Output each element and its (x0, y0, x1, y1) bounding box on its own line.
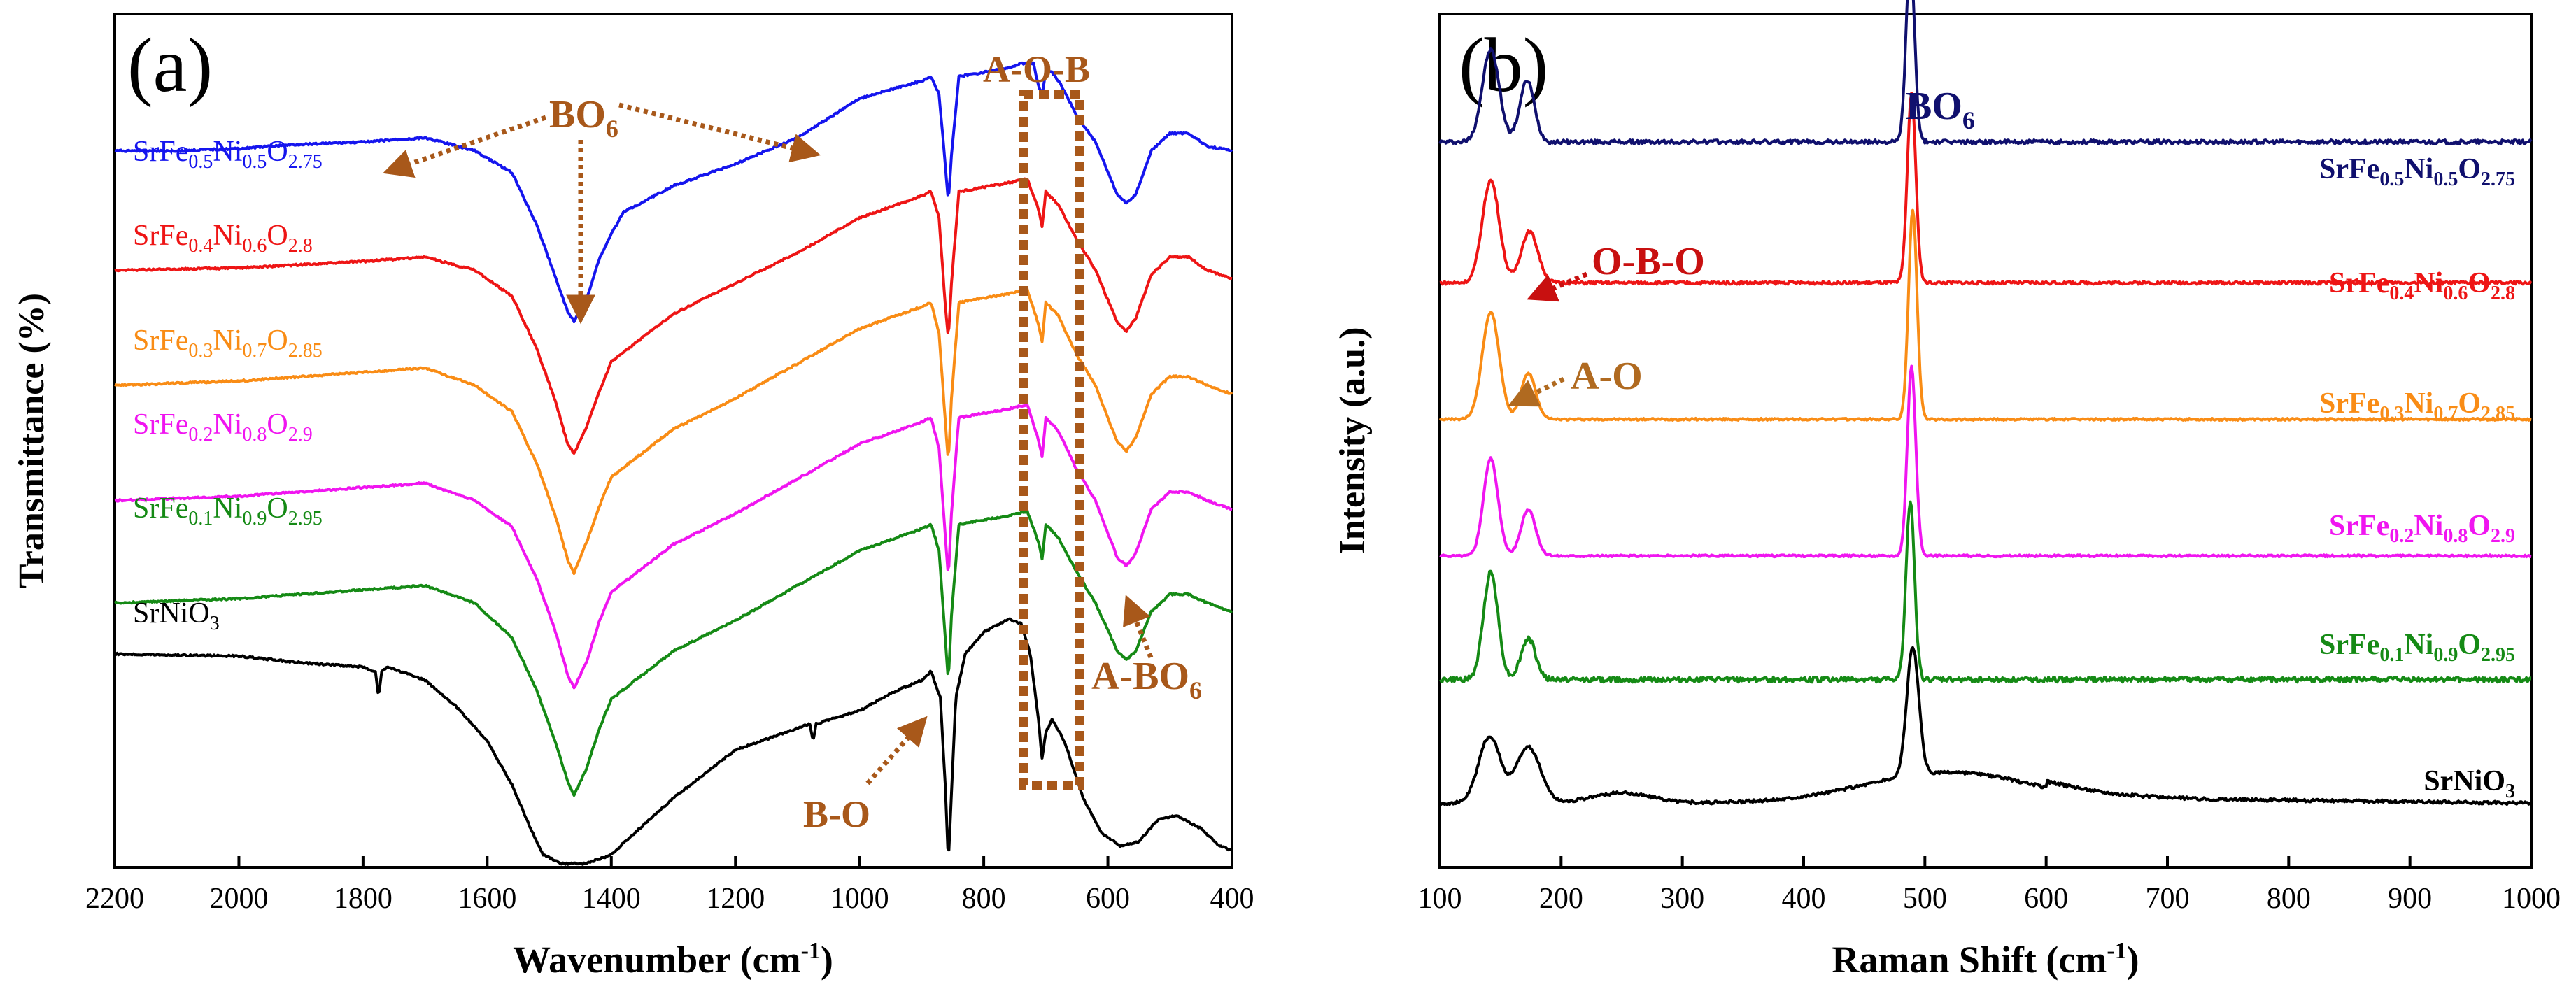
arrow-bo6-left (383, 115, 547, 178)
x-tick-label: 1200 (706, 883, 765, 915)
panel-a-frame (113, 13, 1233, 869)
annotation-bo: B-O (803, 793, 870, 835)
series-label: SrFe0.5Ni0.5O2.75 (2319, 153, 2515, 190)
series-line (1439, 364, 2532, 559)
series-line (114, 287, 1233, 576)
series-label: SrNiO3 (133, 597, 220, 634)
arrow-bo6-right (618, 102, 821, 163)
panel-b-chart: (b) 100 200 300 400 500 600 700 800 900 1000 SrFe… (1333, 0, 2561, 981)
annotation-aob: A-O-B (983, 48, 1090, 90)
series-label: SrFe0.2Ni0.8O2.9 (133, 408, 313, 446)
annotation-ao: A-O (1571, 355, 1643, 398)
panel-a-chart: (a) 2200 2000 1800 1600 1400 1200 1000 800 600 40… (12, 13, 1254, 981)
series-label: SrFe0.1Ni0.9O2.95 (133, 492, 323, 529)
panel-a-label: (a) (127, 22, 213, 108)
series-line (1438, 646, 2532, 806)
x-tick-label: 1000 (2502, 883, 2561, 915)
annotation-bo6-a: BO6 (549, 93, 618, 143)
x-tick-label: 500 (1903, 883, 1947, 915)
panel-b-frame (1438, 13, 2533, 869)
x-tick-label: 1600 (458, 883, 516, 915)
series-label: SrNiO3 (2423, 765, 2515, 802)
x-tick-label: 600 (1086, 883, 1130, 915)
panel-a-x-axis-label: Wavenumber (cm-1) (513, 938, 833, 981)
series-label: SrFe0.3Ni0.7O2.85 (133, 325, 323, 362)
series-line (114, 617, 1233, 866)
annotation-abo6: A-BO6 (1091, 655, 1202, 704)
x-tick-label: 600 (2024, 883, 2068, 915)
series-label: SrFe0.2Ni0.8O2.9 (2329, 510, 2515, 547)
arrow-bo (865, 716, 928, 785)
x-tick-label: 300 (1660, 883, 1704, 915)
panel-b-label: (b) (1459, 22, 1548, 108)
x-tick-label: 200 (1539, 883, 1583, 915)
x-tick-label: 700 (2146, 883, 2190, 915)
arrow-ao (1508, 376, 1565, 407)
series-label: SrFe0.4Ni0.6O2.8 (2329, 267, 2515, 304)
series-line (1438, 208, 2532, 422)
x-tick-label: 800 (2267, 883, 2311, 915)
panel-a-annotations: BO6 A-O-B B-O A-BO6 (383, 48, 1202, 835)
x-tick-label: 1800 (334, 883, 392, 915)
series-line (114, 177, 1233, 455)
panel-a-y-axis-label: Transmittance (%) (12, 293, 52, 588)
arrow-abo6 (1123, 595, 1154, 659)
panel-a-x-axis: 2200 2000 1800 1600 1400 1200 1000 800 600 400 (85, 856, 1254, 915)
series-label: SrFe0.5Ni0.5O2.75 (133, 136, 323, 173)
annotation-bo6-b: BO6 (1906, 85, 1975, 134)
panel-b-x-axis: 100 200 300 400 500 600 700 800 900 1000 (1418, 856, 2561, 915)
panel-b-legend-labels: SrFe0.5Ni0.5O2.75 SrFe0.4Ni0.6O2.8 SrFe0.3… (2319, 153, 2515, 802)
x-tick-label: 400 (1782, 883, 1826, 915)
panel-b-annotations: BO6 O-B-O A-O (1508, 85, 1975, 407)
x-tick-label: 2200 (85, 883, 144, 915)
panel-a-legend-labels: SrFe0.5Ni0.5O2.75 SrFe0.4Ni0.6O2.8 SrFe0.3… (133, 136, 323, 634)
series-line (114, 61, 1233, 324)
series-line (1439, 92, 2533, 286)
aob-highlight-box (1019, 90, 1084, 790)
series-line (1438, 0, 2533, 145)
x-tick-label: 800 (962, 883, 1006, 915)
x-tick-label: 1400 (582, 883, 641, 915)
arrow-obo (1527, 271, 1588, 302)
annotation-obo: O-B-O (1592, 240, 1705, 283)
x-tick-label: 2000 (209, 883, 268, 915)
series-label: SrFe0.1Ni0.9O2.95 (2319, 629, 2515, 666)
x-tick-label: 100 (1418, 883, 1462, 915)
series-label: SrFe0.3Ni0.7O2.85 (2319, 387, 2515, 425)
panel-b-series (1438, 0, 2533, 806)
panel-a-series (113, 61, 1233, 866)
x-tick-label: 400 (1210, 883, 1254, 915)
series-line (113, 508, 1233, 797)
panel-b-x-axis-label: Raman Shift (cm-1) (1832, 938, 2139, 981)
series-line (1439, 500, 2532, 684)
panel-b-y-axis-label: Intensity (a.u.) (1333, 327, 1373, 554)
series-label: SrFe0.4Ni0.6O2.8 (133, 220, 313, 257)
x-tick-label: 900 (2388, 883, 2432, 915)
series-line (114, 403, 1233, 690)
x-tick-label: 1000 (830, 883, 889, 915)
